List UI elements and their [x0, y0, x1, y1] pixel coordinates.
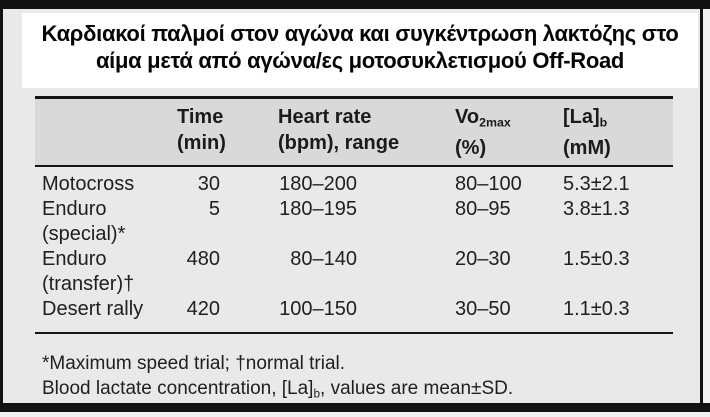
time-value: 480: [186, 248, 220, 270]
heart-rate-value: 100–150: [279, 298, 357, 320]
time-value: 5: [208, 198, 220, 220]
lactate-value: 5.3±2.1: [563, 173, 630, 195]
time-value: 420: [186, 298, 220, 320]
time-value: 30: [197, 173, 220, 195]
frame-border-bottom: [0, 403, 710, 412]
vo2max-value: 30–50: [455, 298, 511, 320]
vo2max-prefix: Vo: [455, 106, 480, 128]
lactate-value: 3.8±1.3: [563, 198, 630, 220]
footnote-lactate-subscript: b: [313, 387, 321, 401]
table-header-row: Time (min) Heart rate (bpm), range Vo2ma…: [35, 99, 673, 165]
lactate-subscript: b: [599, 115, 608, 130]
footnote-trials: *Maximum speed trial; †normal trial.: [42, 353, 346, 374]
column-header-lactate: [La]b (mM): [563, 104, 611, 161]
vo2max-subscript: 2max: [479, 115, 511, 130]
column-header-time-label: Time: [177, 106, 224, 128]
table-row: Enduro (special)* 5 180–195 80–95 3.8±1.…: [35, 197, 673, 247]
column-header-vo2max-label: Vo2max: [455, 104, 511, 135]
column-header-lactate-label: [La]b: [563, 104, 611, 135]
table-row: Motocross 30 180–200 80–100 5.3±2.1: [35, 172, 673, 197]
row-label-qualifier: (special)*: [42, 223, 126, 245]
row-label: Enduro: [42, 198, 107, 220]
table-row: Desert rally 420 100–150 30–50 1.1±0.3: [35, 297, 673, 322]
column-header-heart-rate: Heart rate (bpm), range: [278, 104, 399, 156]
row-label: Desert rally: [42, 298, 144, 320]
column-header-vo2max-unit: (%): [455, 137, 487, 160]
frame-border-top: [0, 0, 710, 9]
frame-border-left: [0, 0, 3, 412]
footnote-lactate: Blood lactate concentration, [La]b, valu…: [42, 376, 513, 406]
column-header-lactate-unit: (mM): [563, 137, 611, 160]
table-header-rule: [35, 165, 673, 167]
figure-title-line-2: αίμα μετά από αγώνα/ες μοτοσυκλετισμού O…: [95, 48, 625, 73]
column-header-heart-rate-unit: (bpm), range: [278, 132, 400, 154]
heart-rate-value: 180–200: [279, 173, 357, 195]
heart-rate-value: 180–195: [279, 198, 357, 220]
heart-rate-value: 80–140: [290, 248, 357, 270]
table-top-rule: [35, 96, 673, 99]
column-header-heart-rate-label: Heart rate: [278, 106, 372, 128]
table-row: Enduro (transfer)† 480 80–140 20–30 1.5±…: [35, 247, 673, 297]
row-label: Enduro: [42, 248, 107, 270]
lactate-value: 1.1±0.3: [563, 298, 630, 320]
table-body: Motocross 30 180–200 80–100 5.3±2.1 Endu…: [35, 172, 673, 322]
column-header-time: Time (min): [177, 104, 226, 156]
column-header-time-unit: (min): [177, 132, 226, 154]
vo2max-value: 20–30: [455, 248, 511, 270]
frame-border-right: [700, 0, 703, 412]
table-bottom-rule: [35, 332, 673, 334]
footnote-lactate-suffix: , values are mean±SD.: [320, 378, 514, 399]
vo2max-value: 80–95: [455, 198, 511, 220]
figure-title-line-1: Καρδιακοί παλμοί στον αγώνα και συγκέντρ…: [41, 21, 679, 46]
column-header-vo2max: Vo2max (%): [455, 104, 511, 161]
lactate-value: 1.5±0.3: [563, 248, 630, 270]
table-footnotes: *Maximum speed trial; †normal trial. Blo…: [42, 351, 513, 406]
row-label: Motocross: [42, 173, 135, 195]
footnote-lactate-prefix: Blood lactate concentration, [La]: [42, 378, 314, 399]
vo2max-value: 80–100: [455, 173, 522, 195]
figure-title-box: Καρδιακοί παλμοί στον αγώνα και συγκέντρ…: [22, 13, 698, 88]
row-label-qualifier: (transfer)†: [42, 273, 135, 295]
lactate-prefix: [La]: [563, 106, 600, 128]
